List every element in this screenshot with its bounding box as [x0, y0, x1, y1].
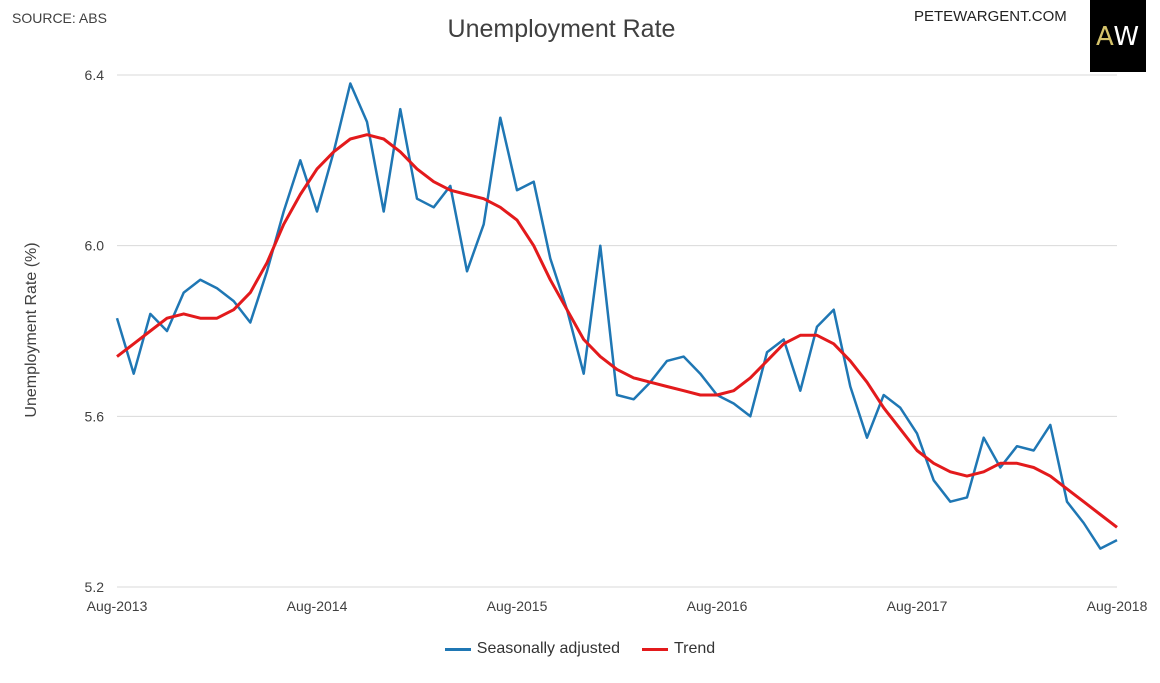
logo-letter-w: W: [1113, 22, 1141, 52]
source-note: SOURCE: ABS: [12, 10, 107, 26]
legend-label-seasonally-adjusted: Seasonally adjusted: [476, 640, 620, 657]
legend-item-trend: Trend: [642, 640, 715, 658]
legend-item-seasonally-adjusted: Seasonally adjusted: [444, 640, 620, 658]
legend-swatch-trend: [642, 647, 668, 651]
y-tick-label: 5.2: [85, 579, 105, 595]
x-tick-label: Aug-2018: [1087, 598, 1148, 614]
y-axis-label: Unemployment Rate (%): [23, 242, 40, 417]
x-tick-label: Aug-2017: [887, 598, 948, 614]
gridlines: [117, 74, 1117, 588]
x-axis-ticks: Aug-2013 Aug-2014 Aug-2015 Aug-2016 Aug-2017…: [87, 598, 1148, 614]
x-tick-label: Aug-2014: [287, 598, 348, 614]
series-lines: [115, 82, 1118, 550]
x-tick-label: Aug-2015: [487, 598, 548, 614]
site-name: PETEWARGENT.COM: [914, 8, 1067, 25]
x-tick-label: Aug-2016: [687, 598, 748, 614]
legend: Seasonally adjusted Trend: [0, 640, 1160, 658]
x-tick-label: Aug-2013: [87, 598, 148, 614]
legend-label-trend: Trend: [674, 640, 716, 657]
logo-letter-a: A: [1095, 22, 1114, 52]
y-axis-ticks: 5.2 5.6 6.0 6.4: [85, 67, 105, 595]
y-tick-label: 6.0: [85, 238, 105, 254]
legend-swatch-seasonally-adjusted: [444, 647, 471, 651]
brand-logo: AW: [1090, 0, 1146, 72]
series-line-trend: [116, 133, 1118, 529]
chart-title: Unemployment Rate: [447, 15, 676, 43]
series-line-seasonally-adjusted: [115, 82, 1118, 550]
y-tick-label: 6.4: [85, 67, 105, 83]
y-tick-label: 5.6: [85, 408, 105, 424]
